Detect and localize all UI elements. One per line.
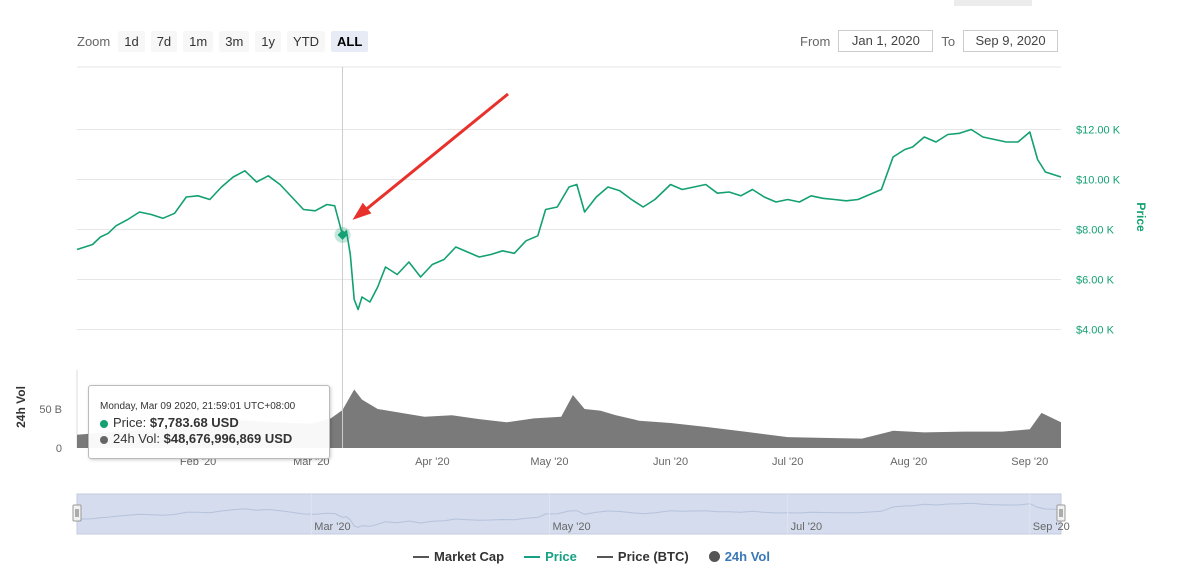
zoom-label: Zoom bbox=[77, 33, 111, 49]
price-tick-label: $6.00 K bbox=[1076, 275, 1115, 287]
volume-dot-icon bbox=[100, 435, 108, 444]
volume-axis-title: 24h Vol bbox=[14, 386, 28, 428]
x-tick-label: Feb '20 bbox=[180, 456, 216, 468]
legend-label: Price bbox=[545, 549, 577, 564]
tooltip: Monday, Mar 09 2020, 21:59:01 UTC+08:00 … bbox=[88, 385, 330, 459]
tooltip-volume-value: $48,676,996,869 USD bbox=[163, 431, 293, 446]
tooltip-volume-row: 24h Vol: $48,676,996,869 USD bbox=[100, 431, 292, 446]
zoom-button-ytd[interactable]: YTD bbox=[287, 30, 326, 52]
date-range: From Jan 1, 2020 To Sep 9, 2020 bbox=[800, 30, 1066, 52]
navigator-series bbox=[76, 502, 1062, 528]
tooltip-volume-label: 24h Vol: bbox=[113, 431, 164, 446]
from-label: From bbox=[800, 33, 831, 49]
navigator-left-handle bbox=[72, 504, 82, 522]
zoom-bar: Zoom 1d 7d 1m 3m 1y YTD ALL bbox=[77, 30, 369, 52]
to-label: To bbox=[941, 33, 956, 49]
highlight-marker bbox=[337, 229, 348, 240]
zoom-button-1m[interactable]: 1m bbox=[183, 30, 214, 52]
price-axis-title: Price bbox=[1134, 202, 1148, 232]
top-tab bbox=[954, 0, 1032, 6]
x-tick-label: Jul '20 bbox=[772, 456, 803, 468]
zoom-button-1y[interactable]: 1y bbox=[255, 30, 282, 52]
to-date-input[interactable]: Sep 9, 2020 bbox=[963, 30, 1059, 52]
tooltip-date: Monday, Mar 09 2020, 21:59:01 UTC+08:00 bbox=[100, 401, 296, 412]
price-line bbox=[76, 128, 1062, 311]
red-arrow-line bbox=[359, 92, 509, 216]
line-icon bbox=[596, 555, 613, 558]
navigator[interactable]: Mar '20 May '20 Jul '20 Sep '20 bbox=[72, 493, 1070, 535]
tooltip-price-label: Price: bbox=[113, 415, 150, 430]
legend-label: 24h Vol bbox=[724, 549, 770, 564]
x-tick-label: Jun '20 bbox=[653, 456, 688, 468]
legend-item-market-cap[interactable]: Market Cap bbox=[413, 549, 504, 564]
line-icon bbox=[413, 555, 430, 558]
volume-tick-label: 50 B bbox=[39, 404, 62, 416]
price-tick-label: $12.00 K bbox=[1076, 125, 1121, 137]
x-tick-label: Sep '20 bbox=[1011, 456, 1048, 468]
annotations bbox=[334, 67, 509, 448]
price-series bbox=[76, 128, 1062, 311]
grid-lines bbox=[76, 66, 1061, 448]
legend-label: Market Cap bbox=[434, 549, 505, 564]
legend: Market Cap Price Price (BTC) 24h Vol bbox=[0, 549, 1183, 564]
from-date-input[interactable]: Jan 1, 2020 bbox=[838, 30, 934, 52]
zoom-button-3m[interactable]: 3m bbox=[219, 30, 250, 52]
red-arrow-head bbox=[352, 202, 372, 220]
price-dot-icon bbox=[100, 419, 108, 428]
x-tick-label: Mar '20 bbox=[293, 456, 329, 468]
zoom-button-7d[interactable]: 7d bbox=[150, 30, 178, 52]
navigator-tick-label: Mar '20 bbox=[314, 521, 350, 533]
legend-item-price-btc[interactable]: Price (BTC) bbox=[596, 549, 689, 564]
x-tick-label: May '20 bbox=[530, 456, 568, 468]
navigator-tick-label: May '20 bbox=[552, 521, 590, 533]
price-tick-label: $10.00 K bbox=[1076, 175, 1121, 187]
legend-label: Price (BTC) bbox=[617, 549, 689, 564]
price-tick-label: $4.00 K bbox=[1076, 325, 1115, 337]
x-tick-label: Apr '20 bbox=[415, 456, 450, 468]
tooltip-price-value: $7,783.68 USD bbox=[149, 415, 239, 430]
legend-item-price[interactable]: Price bbox=[524, 549, 577, 564]
line-icon bbox=[524, 555, 541, 558]
x-tick-label: Aug '20 bbox=[890, 456, 927, 468]
volume-tick-label: 0 bbox=[56, 443, 62, 455]
dot-icon bbox=[708, 551, 720, 562]
axes: $4.00 K $6.00 K $8.00 K $10.00 K $12.00 K Pri… bbox=[14, 125, 1148, 469]
navigator-tick-label: Sep '20 bbox=[1033, 521, 1070, 533]
navigator-right-handle bbox=[1056, 504, 1066, 522]
zoom-button-1d[interactable]: 1d bbox=[118, 30, 145, 52]
legend-item-24h-vol[interactable]: 24h Vol bbox=[708, 549, 770, 564]
zoom-button-all[interactable]: ALL bbox=[331, 30, 369, 52]
navigator-tick-label: Jul '20 bbox=[791, 521, 822, 533]
tooltip-price-row: Price: $7,783.68 USD bbox=[100, 415, 239, 430]
price-tick-label: $8.00 K bbox=[1076, 225, 1115, 237]
